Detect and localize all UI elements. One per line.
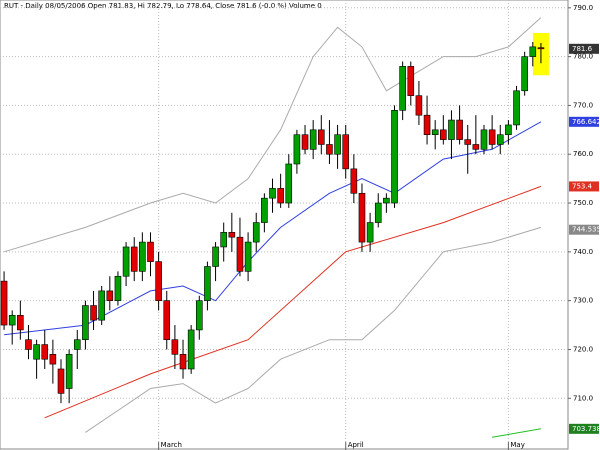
candle-body bbox=[358, 192, 366, 243]
candle-body bbox=[114, 275, 122, 301]
y-tick-label: 730.0 bbox=[573, 297, 593, 305]
overlay-line bbox=[492, 428, 541, 438]
x-tick-label: May bbox=[510, 441, 524, 449]
candle-body bbox=[505, 124, 512, 136]
candle-body bbox=[456, 119, 463, 140]
candle-body bbox=[252, 222, 260, 243]
y-tick-label: 740.0 bbox=[573, 248, 593, 256]
value-tag-label: 744.535 bbox=[572, 226, 600, 234]
candle-body bbox=[163, 300, 171, 340]
candle-body bbox=[8, 314, 16, 326]
candle-body bbox=[65, 354, 73, 389]
candle-body bbox=[342, 134, 350, 170]
value-tag bbox=[569, 423, 599, 434]
y-tick-label: 720.0 bbox=[573, 345, 593, 353]
candle-body bbox=[220, 232, 227, 248]
x-tick-label: March bbox=[161, 441, 182, 449]
candle-body bbox=[407, 66, 415, 96]
candle-body bbox=[480, 129, 488, 150]
candle-body bbox=[399, 66, 406, 111]
candle-body bbox=[187, 329, 195, 370]
overlay-line bbox=[4, 121, 542, 336]
value-tag bbox=[569, 181, 599, 192]
candle-body bbox=[521, 56, 528, 92]
candle-body bbox=[57, 368, 65, 394]
x-tick-label: April bbox=[348, 441, 364, 449]
y-tick-label: 710.0 bbox=[573, 394, 593, 402]
value-tag bbox=[569, 224, 599, 235]
value-tag bbox=[569, 116, 599, 127]
candle-body bbox=[122, 246, 130, 277]
candle-body bbox=[228, 232, 236, 238]
candle-body bbox=[350, 168, 358, 194]
candle-body bbox=[423, 114, 431, 136]
candle-body bbox=[448, 119, 455, 140]
candle-body bbox=[147, 241, 154, 262]
candle-body bbox=[106, 290, 114, 301]
candle-body bbox=[285, 163, 293, 204]
overlay-line bbox=[44, 185, 542, 419]
candle-body bbox=[529, 46, 537, 57]
candle-body bbox=[293, 134, 301, 165]
candle-body bbox=[212, 246, 219, 267]
candle-body bbox=[472, 144, 480, 150]
chart-title: RUT - Daily 08/05/2006 Open 781.83, Hi 7… bbox=[4, 2, 322, 10]
value-tag bbox=[569, 43, 599, 54]
candle-body bbox=[513, 90, 520, 126]
candle-body bbox=[334, 134, 341, 155]
candle-body bbox=[277, 188, 284, 204]
candle-body bbox=[139, 241, 146, 272]
candle-body bbox=[244, 241, 252, 272]
candle-body bbox=[236, 236, 244, 272]
candle-body bbox=[17, 314, 24, 331]
candle-body bbox=[171, 339, 179, 355]
candle-body bbox=[366, 222, 374, 243]
y-tick-label: 760.0 bbox=[573, 150, 593, 158]
y-tick-label: 770.0 bbox=[573, 101, 593, 109]
candle-body bbox=[496, 134, 504, 145]
candle-body bbox=[269, 188, 276, 199]
candle-body bbox=[488, 129, 496, 145]
candle-body bbox=[374, 202, 382, 223]
candle-body bbox=[537, 47, 545, 50]
candle-body bbox=[25, 339, 32, 350]
candle-body bbox=[440, 129, 447, 140]
y-tick-label: 750.0 bbox=[573, 199, 593, 207]
candle-body bbox=[98, 290, 105, 321]
value-tag-label: 753.4 bbox=[572, 182, 593, 190]
candle-body bbox=[33, 344, 40, 360]
candle-body bbox=[0, 280, 8, 326]
candle-body bbox=[309, 129, 317, 150]
y-tick-label: 790.0 bbox=[573, 4, 593, 12]
candle-body bbox=[195, 300, 203, 331]
candle-body bbox=[383, 197, 390, 204]
candle-body bbox=[155, 261, 162, 301]
candle-body bbox=[318, 129, 325, 145]
candle-body bbox=[90, 305, 97, 321]
value-tag-label: 703.738 bbox=[572, 425, 600, 433]
candle-body bbox=[41, 344, 49, 360]
candle-body bbox=[49, 354, 57, 365]
candle-body bbox=[415, 95, 423, 116]
candle-body bbox=[391, 110, 398, 204]
candle-body bbox=[130, 246, 138, 272]
candle-body bbox=[82, 305, 89, 340]
y-tick-label: 780.0 bbox=[573, 53, 593, 61]
value-tag-label: 781.6 bbox=[572, 45, 593, 53]
candle-body bbox=[464, 139, 472, 145]
candle-body bbox=[431, 129, 439, 136]
overlay-line bbox=[85, 226, 542, 433]
value-tag-label: 766.642 bbox=[572, 118, 600, 126]
candle-body bbox=[73, 339, 81, 350]
candle-body bbox=[204, 266, 211, 301]
candle-body bbox=[179, 354, 187, 370]
overlay-line bbox=[3, 17, 542, 253]
candle-body bbox=[326, 144, 333, 155]
candle-body bbox=[261, 197, 268, 223]
candle-body bbox=[301, 134, 309, 150]
